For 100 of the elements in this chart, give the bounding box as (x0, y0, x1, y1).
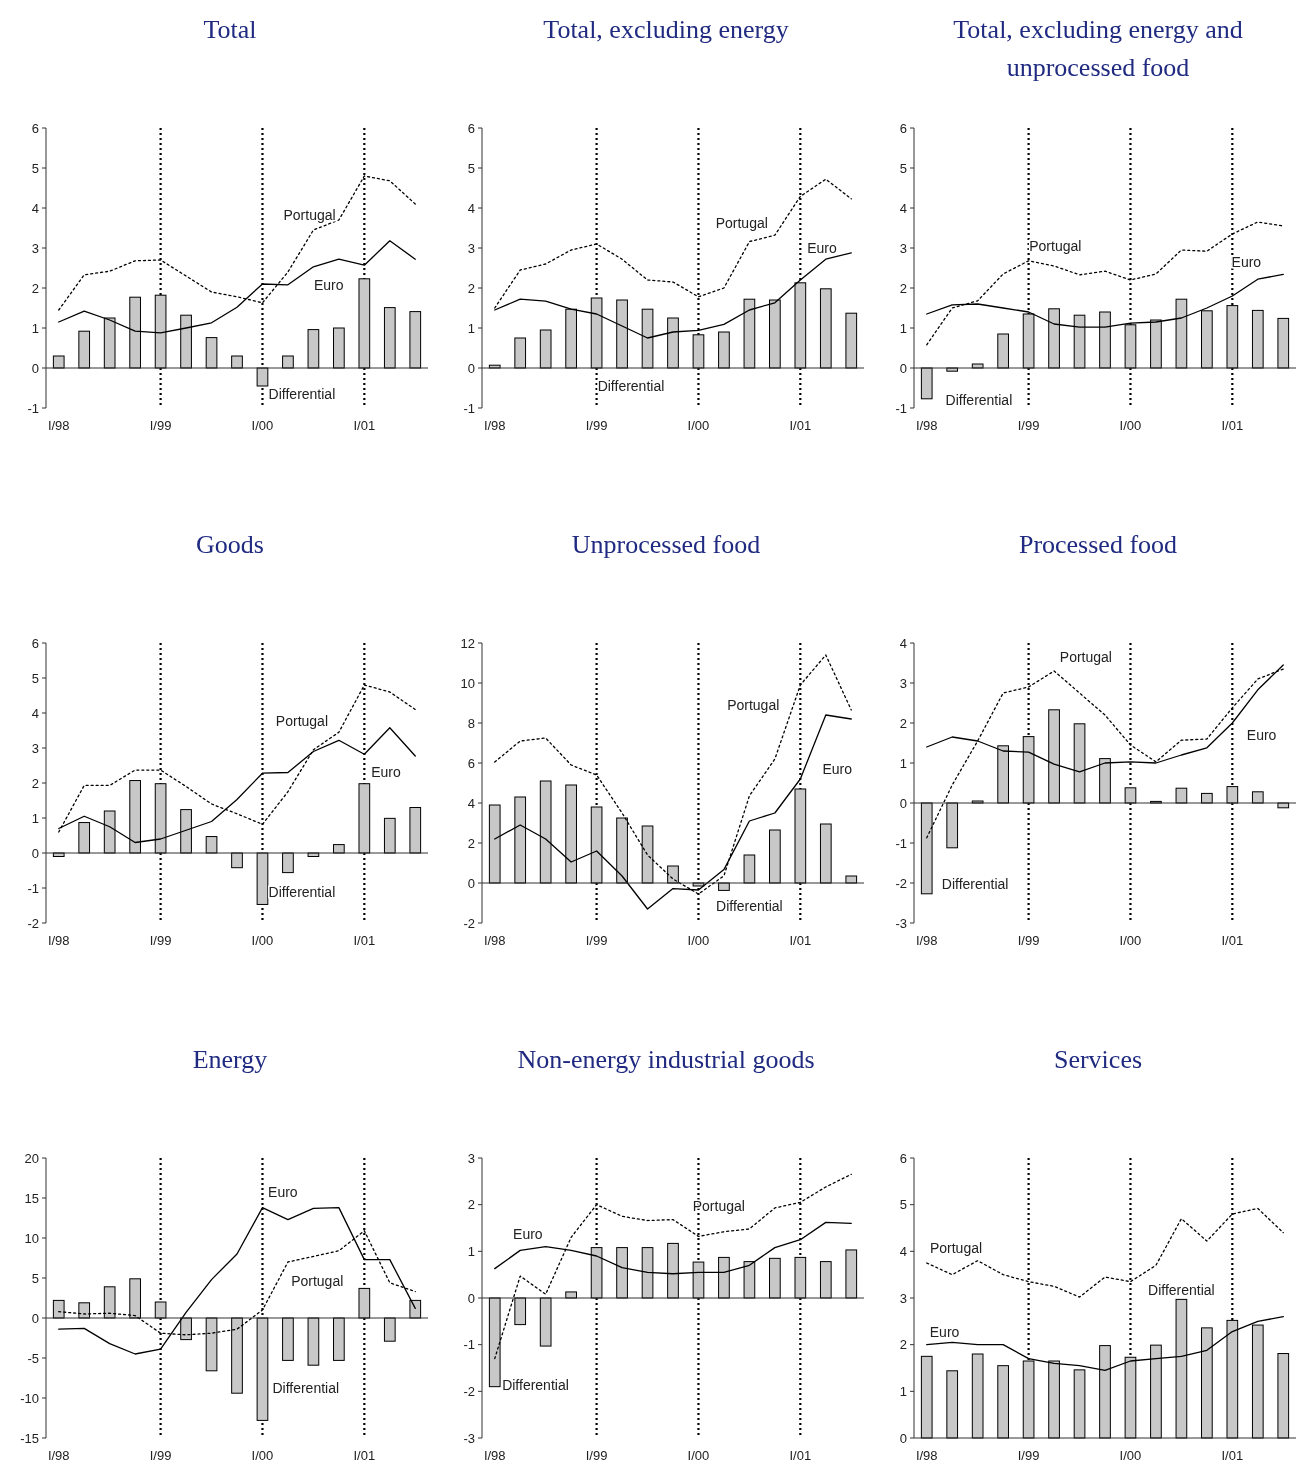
y-tick-label: 0 (31, 360, 39, 376)
chart-title: Unprocessed food (571, 530, 761, 559)
y-tick-label: 1 (467, 320, 475, 336)
y-tick-label: 3 (31, 240, 39, 256)
y-tick-label: 2 (31, 775, 39, 791)
y-tick-label: 3 (467, 240, 475, 256)
y-tick-label: 0 (899, 795, 907, 811)
y-tick-label: 8 (467, 715, 475, 731)
y-tick-label: 4 (467, 200, 475, 216)
y-tick-label: 6 (899, 120, 907, 136)
series-label: Portugal (715, 215, 768, 232)
series-label: Differential (945, 391, 1013, 408)
y-tick-label: 2 (467, 280, 475, 296)
y-tick-label: 12 (460, 635, 475, 651)
series-label: Portugal (1029, 237, 1082, 254)
x-tick-label: I/98 (47, 418, 70, 433)
x-tick-label: I/01 (1221, 1448, 1244, 1463)
x-tick-label: I/01 (353, 1448, 376, 1463)
series-label: Euro (1231, 254, 1262, 271)
y-tick-label: -3 (895, 915, 907, 931)
y-tick-label: 2 (899, 280, 907, 296)
y-tick-label: 4 (31, 705, 39, 721)
series-label: Euro (268, 1183, 298, 1200)
chart-title: Total (203, 15, 257, 44)
chart-title: Non-energy industrial goods (517, 1045, 815, 1074)
y-tick-label: 6 (899, 1150, 907, 1166)
y-tick-label: 15 (24, 1190, 39, 1206)
y-tick-label: 5 (899, 160, 907, 176)
x-tick-label: I/01 (789, 418, 812, 433)
series-label: Portugal (1059, 648, 1112, 665)
y-tick-label: 2 (467, 835, 475, 851)
series-label: Portugal (283, 206, 336, 223)
x-tick-label: I/98 (483, 1448, 506, 1463)
y-tick-label: -1 (895, 400, 907, 416)
series-label: Portugal (291, 1273, 344, 1290)
x-tick-label: I/98 (483, 418, 506, 433)
y-tick-label: -10 (20, 1390, 39, 1406)
y-tick-label: -1 (27, 880, 39, 896)
y-tick-label: -2 (895, 875, 907, 891)
y-tick-label: 4 (467, 795, 475, 811)
x-tick-label: I/00 (1119, 1448, 1142, 1463)
y-tick-label: 1 (31, 320, 39, 336)
chart-title: Total, excluding energy and unprocessed food (953, 15, 1243, 82)
y-tick-label: -3 (463, 1430, 475, 1446)
y-tick-label: 2 (31, 280, 39, 296)
series-label: Portugal (929, 1239, 983, 1256)
y-tick-label: -1 (463, 400, 475, 416)
y-tick-label: 0 (31, 845, 39, 861)
y-tick-label: 5 (31, 160, 39, 176)
x-tick-label: I/98 (915, 1448, 938, 1463)
y-tick-label: 5 (31, 670, 39, 686)
y-tick-label: -15 (20, 1430, 39, 1446)
y-tick-label: -2 (463, 915, 475, 931)
series-label: Euro (929, 1323, 960, 1340)
y-tick-label: 10 (24, 1230, 39, 1246)
y-tick-label: 5 (31, 1270, 39, 1286)
x-tick-label: I/99 (149, 933, 172, 948)
series-label: Differential (272, 1379, 340, 1396)
x-tick-label: I/01 (1221, 418, 1244, 433)
series-label: Euro (313, 276, 344, 293)
series-label: Differential (268, 385, 336, 402)
x-tick-label: I/98 (47, 1448, 70, 1463)
y-tick-label: 0 (467, 360, 475, 376)
x-tick-label: I/99 (1017, 418, 1040, 433)
series-label: Portugal (692, 1197, 745, 1214)
y-tick-label: 3 (899, 675, 907, 691)
x-tick-label: I/01 (353, 418, 376, 433)
x-tick-label: I/00 (1119, 418, 1142, 433)
x-tick-label: I/00 (251, 418, 274, 433)
x-tick-label: I/00 (1119, 933, 1142, 948)
y-tick-label: 6 (467, 120, 475, 136)
x-tick-label: I/01 (789, 1448, 812, 1463)
y-tick-label: -1 (463, 1337, 475, 1353)
x-tick-label: I/99 (1017, 933, 1040, 948)
y-tick-label: 4 (899, 200, 907, 216)
x-tick-label: I/00 (251, 1448, 274, 1463)
y-tick-label: 1 (467, 1243, 475, 1259)
series-label: Differential (597, 377, 665, 394)
y-tick-label: 0 (467, 875, 475, 891)
y-tick-label: -2 (27, 915, 39, 931)
x-tick-label: I/98 (915, 933, 938, 948)
y-tick-label: 2 (899, 1337, 907, 1353)
y-tick-label: -5 (27, 1350, 39, 1366)
x-tick-label: I/99 (585, 933, 608, 948)
x-tick-label: I/98 (47, 933, 70, 948)
y-tick-label: 0 (31, 1310, 39, 1326)
y-tick-label: 6 (31, 635, 39, 651)
y-tick-label: 1 (899, 1383, 907, 1399)
y-tick-label: 4 (31, 200, 39, 216)
y-tick-label: 4 (899, 1243, 907, 1259)
y-tick-label: 1 (899, 320, 907, 336)
x-tick-label: I/99 (149, 1448, 172, 1463)
x-tick-label: I/98 (915, 418, 938, 433)
x-tick-label: I/99 (149, 418, 172, 433)
x-tick-label: I/99 (585, 418, 608, 433)
chart-title: Goods (196, 530, 264, 559)
y-tick-label: 3 (899, 1290, 907, 1306)
chart-title: Total, excluding energy (543, 15, 789, 44)
series-label: Euro (371, 763, 401, 780)
x-tick-label: I/01 (353, 933, 376, 948)
